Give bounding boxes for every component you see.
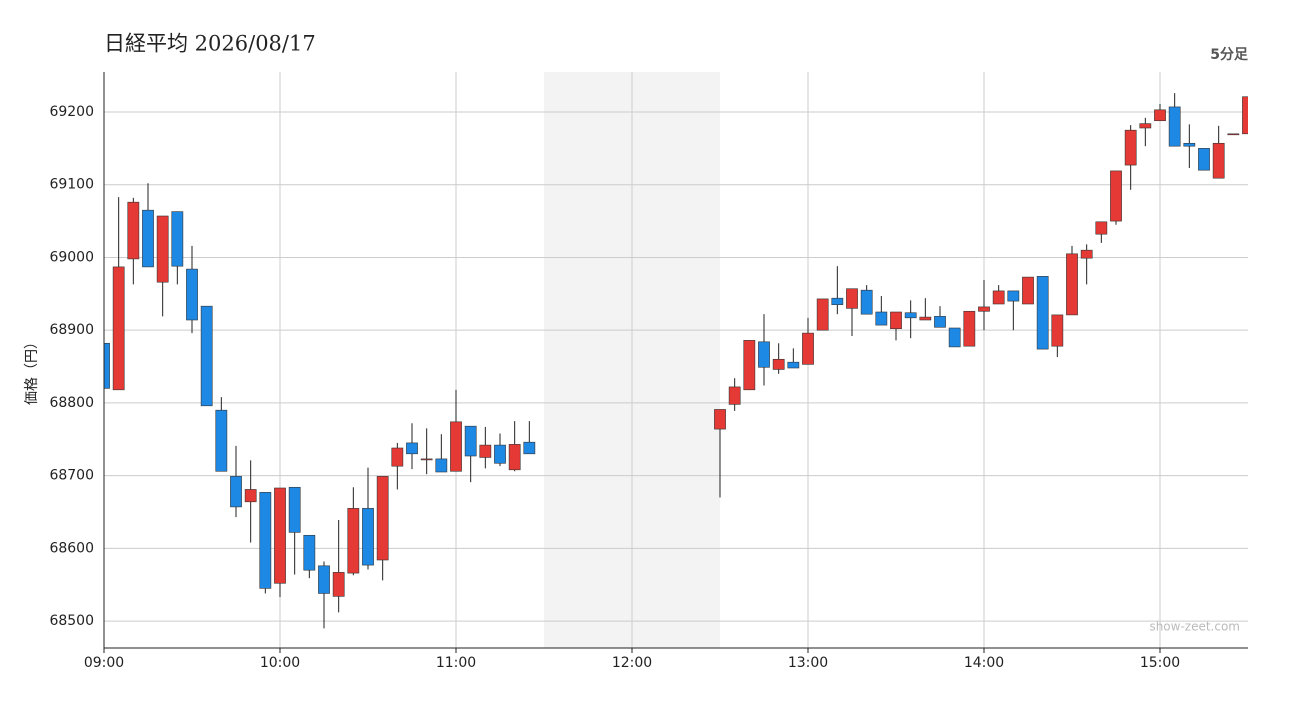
candle-body xyxy=(1168,106,1181,147)
candle-body xyxy=(362,508,374,566)
candle-body xyxy=(1154,109,1166,122)
candle-body xyxy=(230,476,242,508)
y-tick-label: 68600 xyxy=(49,540,94,556)
candle-body xyxy=(1110,170,1122,222)
candle-body xyxy=(772,358,785,370)
x-tick-label: 12:00 xyxy=(612,655,652,671)
candle-body xyxy=(1124,129,1137,166)
x-tick-label: 11:00 xyxy=(436,655,476,671)
y-tick-label: 68800 xyxy=(49,395,94,411)
candle-body xyxy=(156,215,169,283)
candle-body xyxy=(758,341,770,368)
candle-body xyxy=(934,316,946,328)
y-tick-label: 68700 xyxy=(49,468,94,484)
candle-body xyxy=(1139,123,1152,129)
candle-body xyxy=(1183,142,1196,147)
candle-body xyxy=(714,409,726,430)
candle-body xyxy=(523,441,536,455)
y-tick-label: 69200 xyxy=(49,104,94,120)
candle-body xyxy=(1198,148,1210,171)
candle-body xyxy=(142,209,154,268)
candle-body xyxy=(288,486,301,533)
candle-body xyxy=(1080,249,1093,259)
candle-body xyxy=(743,340,756,391)
y-axis-label: 価格（円） xyxy=(24,335,40,405)
candle-body xyxy=(1051,314,1064,347)
candle-body xyxy=(1066,253,1078,316)
candle-body xyxy=(332,572,345,597)
candle-body xyxy=(787,361,800,369)
x-tick-label: 15:00 xyxy=(1140,655,1180,671)
candle-body xyxy=(978,306,990,312)
candle-body xyxy=(860,289,873,315)
candles xyxy=(104,93,1248,629)
x-tick-label: 14:00 xyxy=(964,655,1004,671)
y-tick-label: 69000 xyxy=(49,249,94,265)
candle-body xyxy=(318,565,330,594)
candle-body xyxy=(831,297,844,306)
candle-body xyxy=(948,327,961,348)
candle-body xyxy=(215,409,228,472)
candle-body xyxy=(1022,276,1034,305)
candle-body xyxy=(479,444,492,458)
candle-body xyxy=(406,442,418,455)
candle-body xyxy=(391,447,404,467)
candle-body xyxy=(200,305,213,407)
candle-body xyxy=(1095,221,1108,235)
candle-body xyxy=(875,311,888,326)
candle-body xyxy=(450,421,462,472)
candle-body xyxy=(728,386,741,405)
candle-body xyxy=(464,425,477,457)
candle-body xyxy=(1227,133,1240,136)
candle-body xyxy=(127,201,140,260)
candle-body xyxy=(420,458,433,461)
chart-title: 日経平均 2026/08/17 xyxy=(104,32,316,56)
candle-body xyxy=(347,508,360,574)
x-tick-label: 13:00 xyxy=(788,655,828,671)
candle-body xyxy=(802,332,814,365)
candle-body xyxy=(508,444,521,471)
candle-body xyxy=(890,311,902,330)
candle-body xyxy=(992,290,1005,305)
candle-body xyxy=(1007,290,1020,302)
candle-body xyxy=(846,288,858,309)
axis-layer: 68500 68600 68700 68800 68900 69000 69100 69200… xyxy=(49,72,1248,671)
candle-body xyxy=(259,492,272,589)
candle-body xyxy=(963,310,976,347)
candle-body xyxy=(919,316,932,321)
candle-body xyxy=(104,342,110,389)
candle-body xyxy=(244,489,257,503)
y-tick-label: 68500 xyxy=(49,613,94,629)
candle-body xyxy=(112,266,125,391)
candle-body xyxy=(1036,276,1049,350)
x-tick-label: 09:00 xyxy=(84,655,124,671)
candle-body xyxy=(494,444,506,464)
candle-body xyxy=(904,312,917,319)
candle-body xyxy=(274,487,286,584)
y-tick-label: 69100 xyxy=(49,177,94,193)
candle-body xyxy=(171,211,184,267)
candle-body xyxy=(1212,142,1225,179)
x-tick-label: 10:00 xyxy=(260,655,300,671)
candle-body xyxy=(376,476,389,561)
watermark: show-zeet.com xyxy=(1149,620,1240,634)
interval-label: 5分足 xyxy=(1210,47,1249,63)
candle-body xyxy=(816,298,829,331)
candle-body xyxy=(1242,96,1248,135)
candle-body xyxy=(303,534,316,571)
y-tick-label: 68900 xyxy=(49,322,94,338)
candle-body xyxy=(186,268,198,321)
candle-body xyxy=(435,458,448,473)
